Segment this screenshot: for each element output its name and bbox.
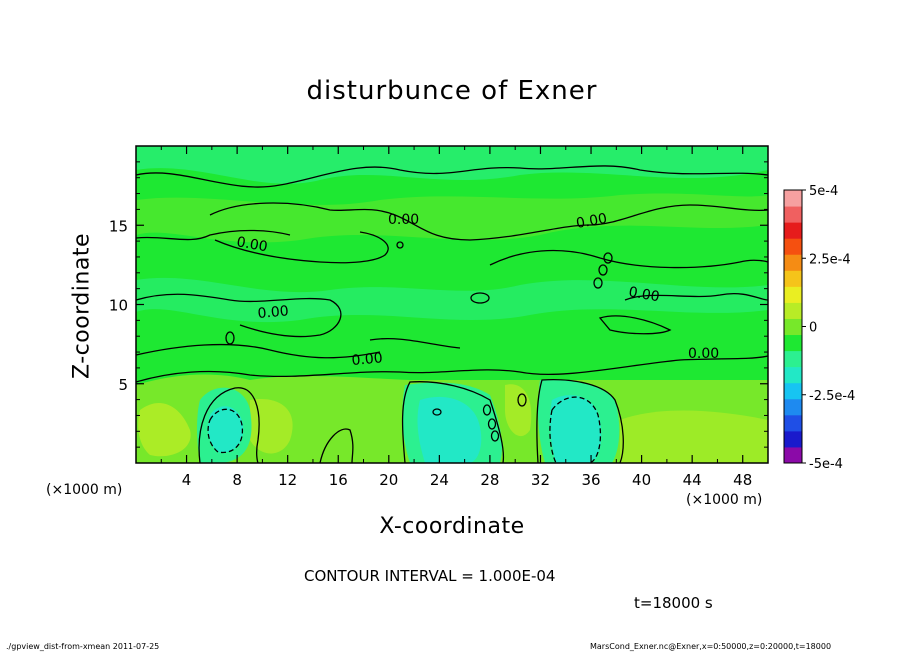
colorbar: 5e-4 2.5e-4 0 -2.5e-4 -5e-4 <box>783 184 855 472</box>
colorbar-tick-label: 2.5e-4 <box>809 252 851 267</box>
contour-line <box>624 293 769 301</box>
contour-line <box>319 428 354 464</box>
contour-interval-text: CONTOUR INTERVAL = 1.000E-04 <box>304 567 556 585</box>
colorbar-swatch <box>784 206 802 223</box>
y-axis-ticks: 5 10 15 <box>109 161 768 448</box>
contour-label: 0.00 <box>388 212 419 228</box>
colorbar-swatch <box>784 286 802 303</box>
field-negative-right-core <box>549 395 602 463</box>
field-band-mid2 <box>136 277 768 323</box>
chart-title: disturbunce of Exner <box>306 76 598 106</box>
colorbar-tick-label: 0 <box>809 321 817 336</box>
field-lower-patch4 <box>505 384 532 437</box>
contour-line-dashed <box>549 396 602 464</box>
field-band-upper <box>136 146 768 184</box>
contour-line <box>401 381 505 464</box>
contour-line <box>598 315 672 335</box>
contour-closed-small <box>487 418 497 430</box>
contour-labels: 0.00 0.00 0.00 0.00 0.00 0.00 0.00 <box>235 211 719 369</box>
field-negative-left-core <box>208 406 244 453</box>
contour-label: 0.00 <box>575 211 608 232</box>
field-lower-patch3 <box>620 410 768 463</box>
contour-line <box>489 249 769 269</box>
field-lower-patch1 <box>138 402 191 457</box>
y-tick-label: 10 <box>109 297 128 315</box>
x-tick-label: 16 <box>329 471 348 489</box>
contour-line <box>135 343 381 359</box>
colorbar-swatch <box>784 398 802 416</box>
contour-closed-small <box>396 241 404 249</box>
contour-closed-small <box>482 404 492 416</box>
colorbar-tick-label: -5e-4 <box>809 457 843 472</box>
contour-label: 0.00 <box>688 346 719 362</box>
colorbar-swatch <box>784 254 802 271</box>
x-tick-label: 36 <box>581 471 600 489</box>
colorbar-swatch <box>784 414 802 432</box>
x-tick-label: 8 <box>232 471 242 489</box>
contour-label: 0.00 <box>627 284 660 305</box>
colorbar-swatch <box>784 222 802 239</box>
x-tick-label: 20 <box>379 471 398 489</box>
contour-closed-small <box>490 430 500 442</box>
x-tick-label: 48 <box>733 471 752 489</box>
contour-line <box>135 229 291 241</box>
colorbar-swatch <box>784 318 802 336</box>
colorbar-swatch <box>784 366 802 384</box>
contour-lines <box>135 165 769 464</box>
contour-line <box>135 293 342 338</box>
contour-line <box>135 355 769 383</box>
contour-closed-small <box>225 331 235 345</box>
x-tick-label: 12 <box>278 471 297 489</box>
colorbar-swatch <box>784 350 802 368</box>
x-unit-label-left: (×1000 m) <box>46 482 123 498</box>
colorbar-tick-label: -2.5e-4 <box>809 389 855 404</box>
x-tick-label: 40 <box>632 471 651 489</box>
colorbar-swatch <box>784 238 802 255</box>
contour-closed-small <box>517 393 527 407</box>
contour-line <box>209 202 769 241</box>
colorbar-swatch <box>784 334 802 352</box>
footer-right-text: MarsCond_Exner.nc@Exner,x=0:50000,z=0:20… <box>590 642 832 651</box>
x-tick-label: 32 <box>531 471 550 489</box>
x-axis-label: X-coordinate <box>379 514 525 539</box>
x-axis-ticks: 4 8 12 16 20 24 28 32 36 40 44 48 <box>160 146 752 489</box>
x-tick-label: 24 <box>430 471 449 489</box>
contour-closed-small <box>432 408 442 416</box>
contour-line <box>536 379 624 464</box>
contour-closed-small <box>598 264 608 276</box>
y-tick-label: 15 <box>109 217 128 235</box>
contour-closed-small <box>593 277 603 289</box>
contour-field <box>136 146 768 463</box>
time-label: t=18000 s <box>634 594 713 612</box>
contour-line-dashed <box>207 408 244 454</box>
colorbar-swatch <box>784 382 802 400</box>
contour-closed-small <box>470 292 490 304</box>
y-tick-label: 5 <box>118 376 128 394</box>
colorbar-swatch <box>784 270 802 287</box>
x-tick-label: 28 <box>480 471 499 489</box>
x-tick-label: 44 <box>683 471 702 489</box>
x-unit-label-right: (×1000 m) <box>686 492 763 508</box>
contour-label: 0.00 <box>257 303 289 322</box>
field-lower-patch2 <box>250 399 293 454</box>
contour-label: 0.00 <box>235 234 268 255</box>
contour-line <box>369 337 461 349</box>
contour-line <box>198 387 260 464</box>
contour-line <box>214 231 389 264</box>
x-tick-label: 4 <box>182 471 192 489</box>
colorbar-swatch <box>784 190 802 207</box>
contour-closed-small <box>603 252 613 264</box>
colorbar-swatch <box>784 446 802 464</box>
colorbar-tick-label: 5e-4 <box>809 184 838 199</box>
contour-line <box>135 165 769 188</box>
contour-label: 0.00 <box>351 350 383 369</box>
colorbar-swatch <box>784 302 802 319</box>
field-band-mid1 <box>136 193 768 243</box>
footer-left-text: ./gpview_dist-from-xmean 2011-07-25 <box>6 642 160 651</box>
colorbar-swatch <box>784 430 802 448</box>
